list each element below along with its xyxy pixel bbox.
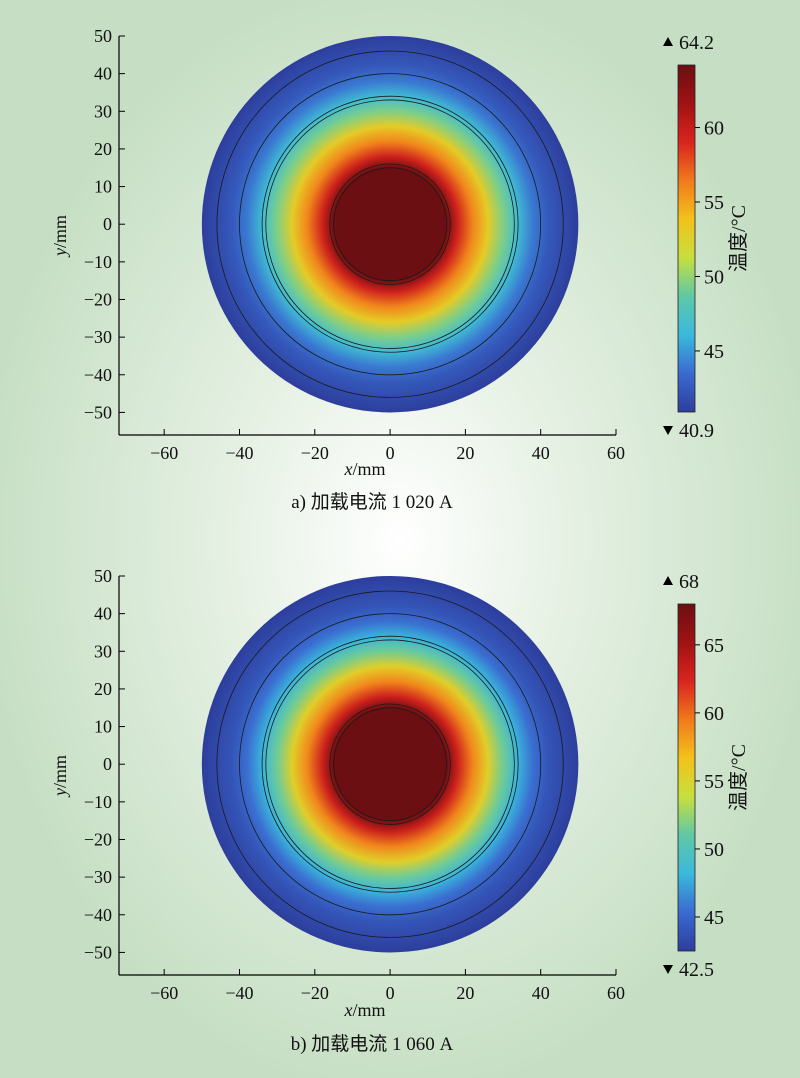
y-axis-label: y/mm [50, 755, 70, 798]
layer-boundary [216, 590, 564, 938]
colorbar-tick-label: 60 [704, 118, 724, 140]
y-tick-label: −20 [84, 289, 112, 309]
y-axis-label: y/mm [50, 215, 70, 258]
layer-boundary [329, 163, 451, 285]
x-axis-label-unit: /mm [352, 1000, 385, 1020]
colorbar-tick-label: 45 [704, 341, 724, 363]
min-triangle-icon [663, 965, 673, 974]
x-axis-label-unit: /mm [352, 459, 385, 479]
y-tick-label: −30 [84, 867, 112, 887]
x-tick-label: 0 [386, 983, 395, 1003]
min-triangle-icon [663, 426, 673, 435]
y-tick-label: −50 [84, 942, 112, 962]
colorbar-title: 温度/°C [727, 205, 750, 272]
x-axis-label: x/mm [343, 459, 385, 479]
panel-caption: a) 加载电流 1 020 A [291, 491, 453, 513]
x-tick-label: 40 [532, 983, 550, 1003]
y-tick-label: −10 [84, 792, 112, 812]
colorbar-max-label: 68 [679, 571, 699, 593]
y-tick-label: 10 [94, 177, 112, 197]
y-tick-label: 40 [94, 64, 112, 84]
colorbar-min-label: 42.5 [679, 959, 714, 981]
x-tick-label: 60 [607, 443, 625, 463]
y-axis-label-unit: /mm [50, 215, 70, 248]
layer-boundary [239, 613, 542, 916]
layer-boundary [265, 99, 515, 349]
y-tick-label: −40 [84, 365, 112, 385]
layer-boundary [261, 635, 519, 893]
x-tick-label: −40 [225, 983, 253, 1003]
y-tick-label: 20 [94, 679, 112, 699]
y-tick-label: 50 [94, 26, 112, 46]
x-tick-label: −20 [301, 443, 329, 463]
x-tick-label: −40 [225, 443, 253, 463]
panel-a: −60 −40 −20 0 20 40 60 50 40 30 20 10 0 −10 −20 −30 −40 −… [50, 26, 750, 513]
y-tick-label: 0 [103, 754, 112, 774]
colorbar [677, 64, 696, 413]
x-tick-label: 20 [456, 983, 474, 1003]
colorbar-tick-label: 45 [704, 907, 724, 929]
x-tick-label: −60 [150, 443, 178, 463]
colorbar-title: 温度/°C [727, 744, 750, 811]
y-tick-label: −30 [84, 327, 112, 347]
colorbar-tick-label: 60 [704, 703, 724, 725]
y-tick-label: −20 [84, 829, 112, 849]
x-axis-label-var: x [343, 459, 352, 479]
y-tick-label: 50 [94, 566, 112, 586]
x-tick-label: −20 [301, 983, 329, 1003]
panel-b: −60 −40 −20 0 20 40 60 50 40 30 20 10 0 −10 −20 −30 −40 −… [50, 566, 750, 1055]
colorbar-max-label: 64.2 [679, 32, 714, 54]
layer-boundary [216, 50, 564, 398]
layer-boundary [261, 95, 519, 353]
y-tick-label: −40 [84, 905, 112, 925]
y-axis-label-unit: /mm [50, 755, 70, 788]
x-tick-label: 20 [456, 443, 474, 463]
colorbar-tick-label: 50 [704, 266, 724, 288]
colorbar-tick-label: 65 [704, 635, 724, 657]
panel-caption: b) 加载电流 1 060 A [291, 1033, 454, 1055]
colorbar [677, 603, 696, 952]
max-triangle-icon [663, 37, 673, 46]
y-tick-label: 30 [94, 101, 112, 121]
layer-boundary [329, 703, 451, 825]
colorbar-tick-label: 50 [704, 839, 724, 861]
max-triangle-icon [663, 576, 673, 585]
cable-cross-section [201, 35, 579, 413]
y-axis-label-var: y [50, 248, 70, 258]
y-axis-label-var: y [50, 788, 70, 798]
colorbar-tick-label: 55 [704, 771, 724, 793]
x-tick-label: 0 [386, 443, 395, 463]
y-tick-label: 0 [103, 214, 112, 234]
x-tick-label: −60 [150, 983, 178, 1003]
colorbar-tick-label: 55 [704, 192, 724, 214]
layer-boundary [333, 707, 447, 822]
cable-cross-section [201, 575, 579, 953]
layer-boundary [333, 167, 447, 282]
layer-boundary [265, 639, 515, 889]
y-tick-label: 40 [94, 604, 112, 624]
y-tick-label: −10 [84, 252, 112, 272]
y-tick-label: 20 [94, 139, 112, 159]
y-tick-label: 10 [94, 717, 112, 737]
y-tick-label: −50 [84, 402, 112, 422]
y-tick-label: 30 [94, 641, 112, 661]
x-tick-label: 60 [607, 983, 625, 1003]
colorbar-min-label: 40.9 [679, 420, 714, 442]
layer-boundary [239, 73, 542, 376]
x-axis-label-var: x [343, 1000, 352, 1020]
x-tick-label: 40 [532, 443, 550, 463]
x-axis-label: x/mm [343, 1000, 385, 1020]
